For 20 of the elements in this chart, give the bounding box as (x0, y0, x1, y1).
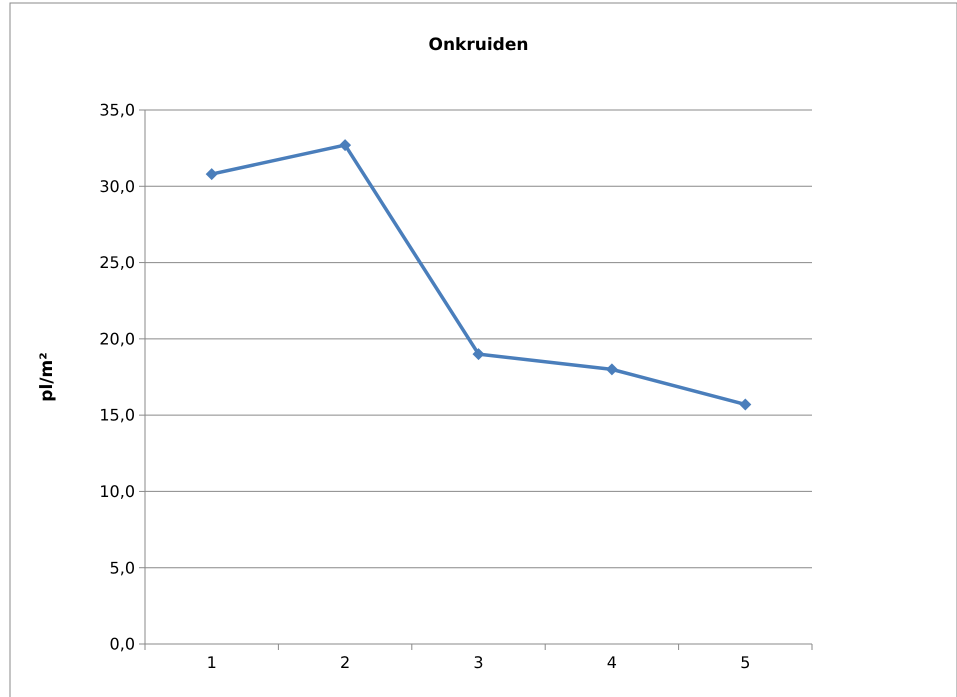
point (606, 363, 618, 376)
point (472, 348, 484, 360)
x-tick-label: 5 (740, 653, 750, 672)
point (739, 398, 752, 410)
y-tick-label: 15,0 (99, 406, 135, 425)
y-axis-title: pl/m² (37, 352, 57, 402)
point (206, 168, 218, 180)
y-tick-label: 25,0 (99, 253, 135, 272)
y-tick-label: 30,0 (99, 176, 135, 196)
x-tick-label: 3 (473, 653, 484, 672)
x-tick-label: 2 (340, 653, 350, 672)
y-tick-label: 0,0 (110, 634, 135, 654)
x-tick-label: 4 (606, 653, 617, 672)
y-tick-label: 20,0 (99, 329, 135, 348)
chart-title: Onkruiden (428, 35, 528, 55)
y-tick-label: 10,0 (99, 482, 135, 502)
y-tick-label: 35,0 (99, 100, 135, 120)
y-tick-label: 5,0 (110, 558, 135, 578)
x-tick-label: 1 (206, 653, 217, 672)
point (339, 139, 352, 152)
